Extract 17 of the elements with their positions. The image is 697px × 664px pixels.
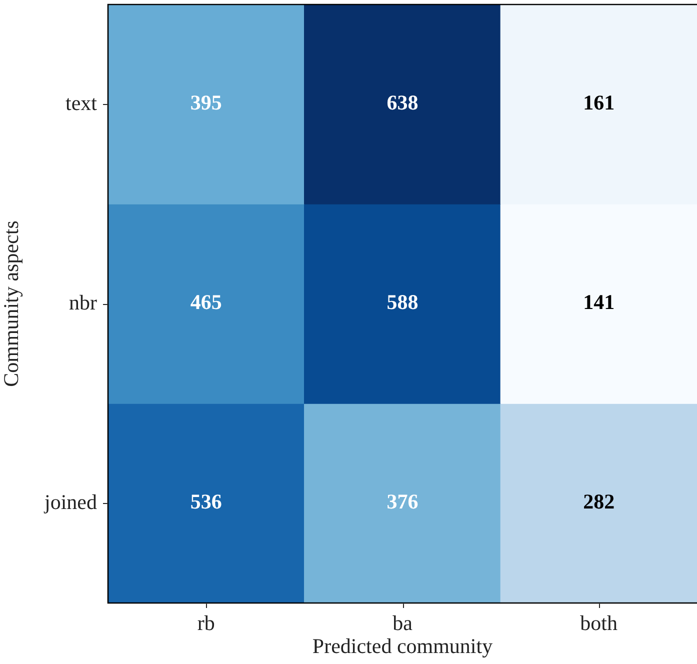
data-label: 465 <box>190 290 222 314</box>
data-label: 161 <box>583 90 615 115</box>
y-tick-label: nbr <box>69 290 97 314</box>
data-label: 638 <box>386 90 418 115</box>
data-label: 141 <box>583 290 615 314</box>
y-tick-label: text <box>66 90 98 115</box>
x-tick-label: rb <box>197 611 215 636</box>
y-tick-label: joined <box>44 490 98 514</box>
y-axis-title: Community aspects <box>0 220 24 387</box>
data-label: 536 <box>190 490 222 514</box>
x-tick-label: both <box>580 611 618 636</box>
data-label: 588 <box>386 290 418 314</box>
x-axis-title: Predicted community <box>312 634 494 658</box>
data-label: 395 <box>190 90 222 115</box>
x-tick-label: ba <box>392 611 414 636</box>
data-label: 282 <box>583 490 615 514</box>
data-label: 376 <box>386 490 418 514</box>
